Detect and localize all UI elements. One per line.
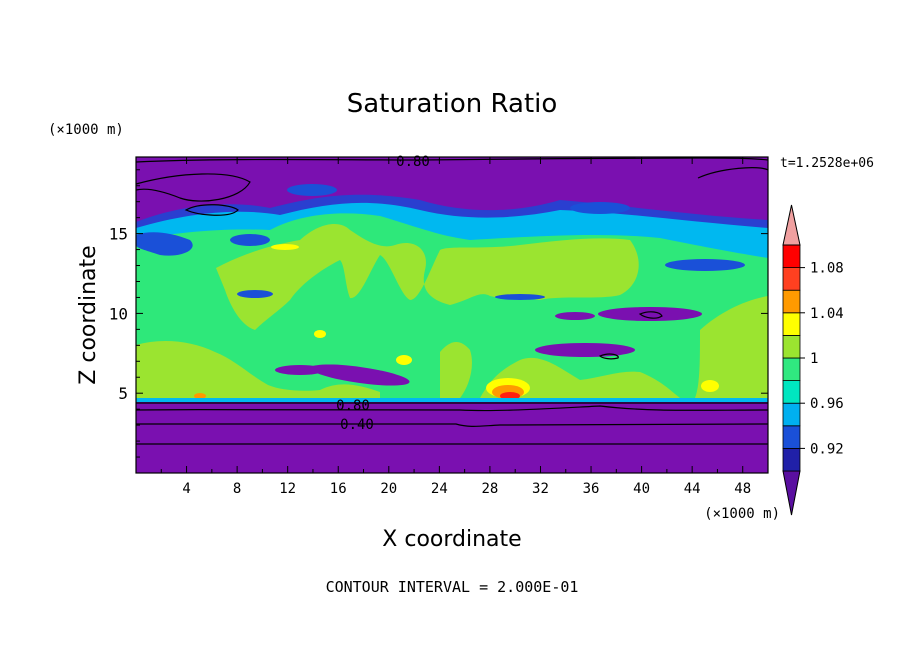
x-tick-label: 28 xyxy=(481,481,498,497)
x-tick-label: 8 xyxy=(233,481,241,497)
colorbar-swatch xyxy=(782,425,801,449)
colorbar: 1.08 1.04 1 0.96 0.92 xyxy=(782,204,844,516)
x-tick-label: 48 xyxy=(734,481,751,497)
x-tick-label: 4 xyxy=(182,481,190,497)
colorbar-label: 1.08 xyxy=(810,261,844,277)
colorbar-swatch xyxy=(782,380,801,404)
contour-lines xyxy=(135,157,769,445)
colorbar-label: 0.96 xyxy=(810,396,844,412)
colorbar-swatch xyxy=(782,334,801,359)
colorbar-swatch xyxy=(782,312,801,336)
colorbar-swatch xyxy=(782,402,801,427)
chart-title: Saturation Ratio xyxy=(347,89,558,119)
colorbar-swatch xyxy=(782,244,801,269)
x-tick-label: 24 xyxy=(431,481,448,497)
colorbar-swatch xyxy=(782,357,801,382)
y-tick-label: 10 xyxy=(109,304,128,323)
colorbar-label: 0.92 xyxy=(810,441,844,457)
x-tick-label: 20 xyxy=(380,481,397,497)
contour-label-mid: 0.80 xyxy=(336,398,370,414)
contour-label-low: 0.40 xyxy=(340,417,374,433)
y-axis-unit: (×1000 m) xyxy=(48,122,124,138)
x-tick-label: 44 xyxy=(684,481,701,497)
colorbar-over-triangle xyxy=(782,204,801,246)
contour-fill xyxy=(136,157,768,473)
y-tick-label: 15 xyxy=(109,225,128,244)
x-tick-label: 40 xyxy=(633,481,650,497)
colorbar-label: 1.04 xyxy=(810,306,844,322)
plot-area: 0.80 0.80 0.40 xyxy=(135,154,769,474)
x-tick-label: 32 xyxy=(532,481,549,497)
x-axis-ticks: 4 8 12 16 20 24 28 32 36 40 44 48 xyxy=(160,157,751,497)
x-tick-label: 16 xyxy=(330,481,347,497)
contour-label-top: 0.80 xyxy=(396,154,430,170)
x-tick-label: 36 xyxy=(583,481,600,497)
colorbar-label: 1 xyxy=(810,351,818,367)
contour-interval: CONTOUR INTERVAL = 2.000E-01 xyxy=(326,578,579,596)
y-axis-ticks: 5 10 15 xyxy=(109,169,768,458)
colorbar-under-triangle xyxy=(782,470,801,516)
colorbar-swatch xyxy=(782,267,801,291)
colorbar-swatch xyxy=(782,289,801,314)
x-tick-label: 12 xyxy=(279,481,296,497)
y-axis-label: Z coordinate xyxy=(76,245,101,384)
plot-frame xyxy=(135,156,769,474)
colorbar-swatch xyxy=(782,447,801,472)
time-label: t=1.2528e+06 xyxy=(780,156,874,171)
y-tick-label: 5 xyxy=(118,384,128,403)
x-axis-label: X coordinate xyxy=(382,527,521,552)
x-axis-unit: (×1000 m) xyxy=(704,506,780,522)
